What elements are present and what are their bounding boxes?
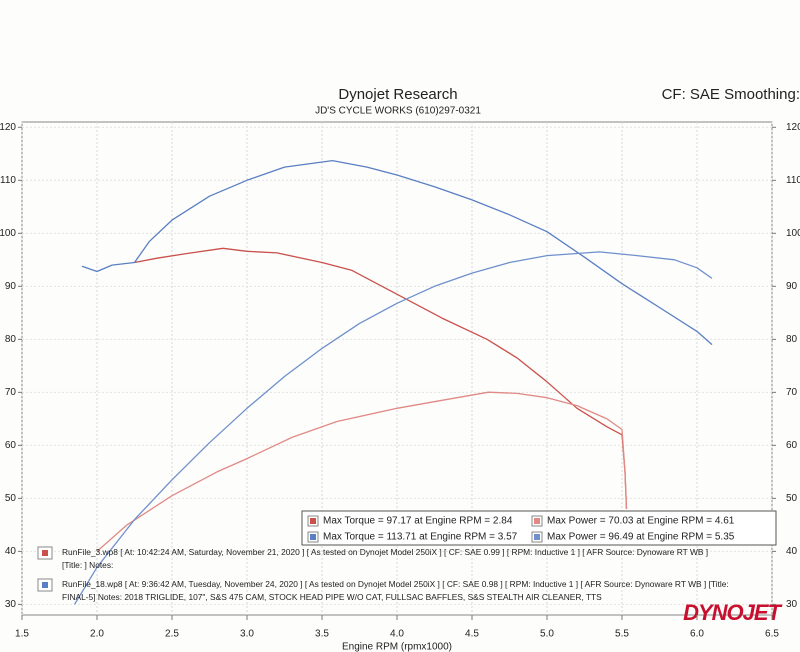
y2-tick-label: 100 (786, 228, 800, 239)
x-tick-label: 4.0 (390, 629, 404, 640)
legend-label: Max Power = 96.49 at Engine RPM = 5.35 (547, 532, 735, 543)
chart-title: Dynojet Research (338, 86, 457, 103)
y2-tick-label: 70 (786, 387, 798, 398)
x-tick-label: 4.5 (465, 629, 479, 640)
legend-label: Max Torque = 97.17 at Engine RPM = 2.84 (323, 516, 513, 527)
legend-label: Max Torque = 113.71 at Engine RPM = 3.57 (323, 532, 518, 543)
y-tick-label: 90 (5, 281, 17, 292)
x-axis-title: Engine RPM (rpmx1000) (342, 642, 452, 652)
run-note: RunFile_3.wp8 [ At: 10:42:24 AM, Saturda… (62, 547, 708, 557)
y-tick-label: 30 (5, 599, 17, 610)
y-tick-label: 60 (5, 440, 17, 451)
y2-tick-label: 80 (786, 334, 798, 345)
run-note: FINAL-5] Notes: 2018 TRIGLIDE, 107", S&S… (62, 592, 602, 602)
y2-tick-label: 40 (786, 546, 798, 557)
x-tick-label: 1.5 (15, 629, 29, 640)
y2-tick-label: 90 (786, 281, 798, 292)
y2-tick-label: 30 (786, 599, 798, 610)
brand-logo: DYNOJET (683, 600, 782, 625)
x-tick-label: 2.0 (90, 629, 104, 640)
grid (21, 122, 773, 615)
run-note: [Title: ] Notes: (62, 560, 113, 570)
x-tick-label: 5.5 (615, 629, 629, 640)
legend-label: Max Power = 70.03 at Engine RPM = 4.61 (547, 516, 735, 527)
legend-swatch (310, 518, 316, 524)
chart-subtitle: JD'S CYCLE WORKS (610)297-0321 (315, 106, 481, 117)
y2-tick-label: 110 (786, 175, 800, 186)
run-swatch (42, 550, 48, 556)
y-tick-label: 80 (5, 334, 17, 345)
y2-tick-label: 120 (786, 122, 800, 133)
series-line (73, 251, 713, 605)
y2-tick-label: 60 (786, 440, 798, 451)
y-tick-label: 110 (0, 175, 16, 186)
legend-swatch (534, 518, 540, 524)
x-tick-label: 3.5 (315, 629, 329, 640)
y-tick-label: 70 (5, 387, 17, 398)
header-right: CF: SAE Smoothing: (662, 86, 800, 103)
run-swatch (42, 582, 48, 588)
x-tick-label: 2.5 (165, 629, 179, 640)
legend-swatch (310, 534, 316, 540)
legend-swatch (534, 534, 540, 540)
series-line (96, 391, 628, 552)
series-line (134, 247, 628, 510)
y-tick-label: 40 (5, 546, 17, 557)
x-tick-label: 3.0 (240, 629, 254, 640)
run-note: RunFile_18.wp8 [ At: 9:36:42 AM, Tuesday… (62, 579, 729, 589)
x-tick-label: 6.5 (765, 629, 779, 640)
x-tick-label: 6.0 (690, 629, 704, 640)
y-tick-label: 100 (0, 228, 16, 239)
y-tick-label: 50 (5, 493, 17, 504)
y-tick-label: 120 (0, 122, 16, 133)
x-tick-label: 5.0 (540, 629, 554, 640)
series-line (81, 159, 713, 346)
y2-tick-label: 50 (786, 493, 798, 504)
